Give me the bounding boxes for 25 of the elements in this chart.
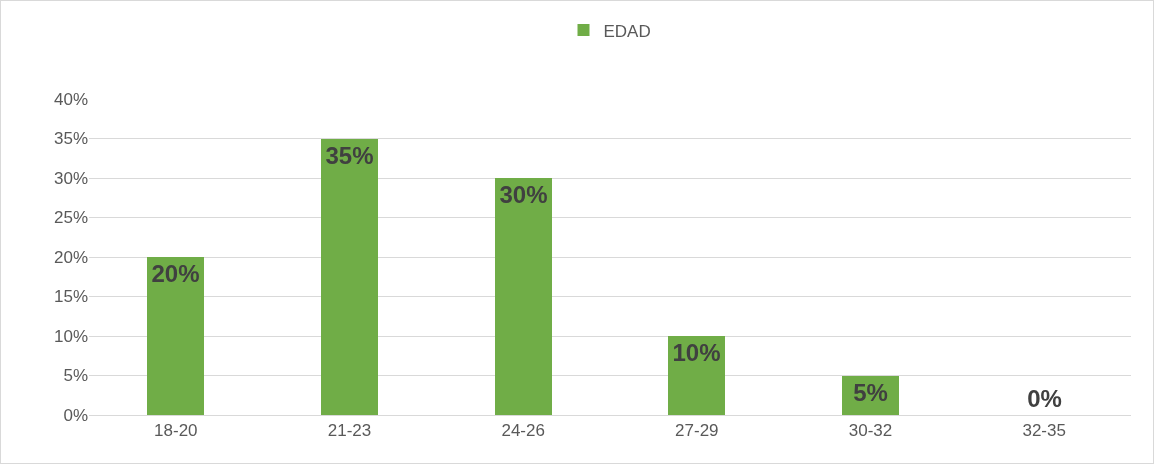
- bar: [321, 139, 378, 415]
- y-tick-label: 10%: [53, 326, 88, 346]
- y-tick-label: 25%: [53, 208, 88, 228]
- y-tick-label: 15%: [53, 287, 88, 307]
- bar: [495, 178, 552, 415]
- legend-label: EDAD: [603, 21, 651, 41]
- data-label: 10%: [672, 339, 721, 366]
- x-tick-label: 27-29: [675, 421, 719, 441]
- y-tick-label: 0%: [63, 405, 88, 425]
- x-tick-label: 24-26: [501, 421, 545, 441]
- y-tick-label: 35%: [53, 129, 88, 149]
- x-tick-label: 32-35: [1022, 421, 1066, 441]
- data-label: 20%: [151, 260, 200, 287]
- y-tick-label: 5%: [63, 366, 88, 386]
- y-tick-label: 40%: [53, 89, 88, 109]
- bar: [147, 257, 204, 415]
- data-label: 5%: [853, 379, 888, 406]
- x-tick-label: 18-20: [154, 421, 198, 441]
- data-label: 35%: [325, 142, 374, 169]
- data-label: 30%: [499, 181, 548, 208]
- y-tick-label: 30%: [53, 168, 88, 188]
- x-tick-label: 21-23: [327, 421, 372, 441]
- data-label: 0%: [1027, 385, 1062, 412]
- y-tick-label: 20%: [53, 247, 88, 267]
- x-tick-label: 30-32: [848, 421, 893, 441]
